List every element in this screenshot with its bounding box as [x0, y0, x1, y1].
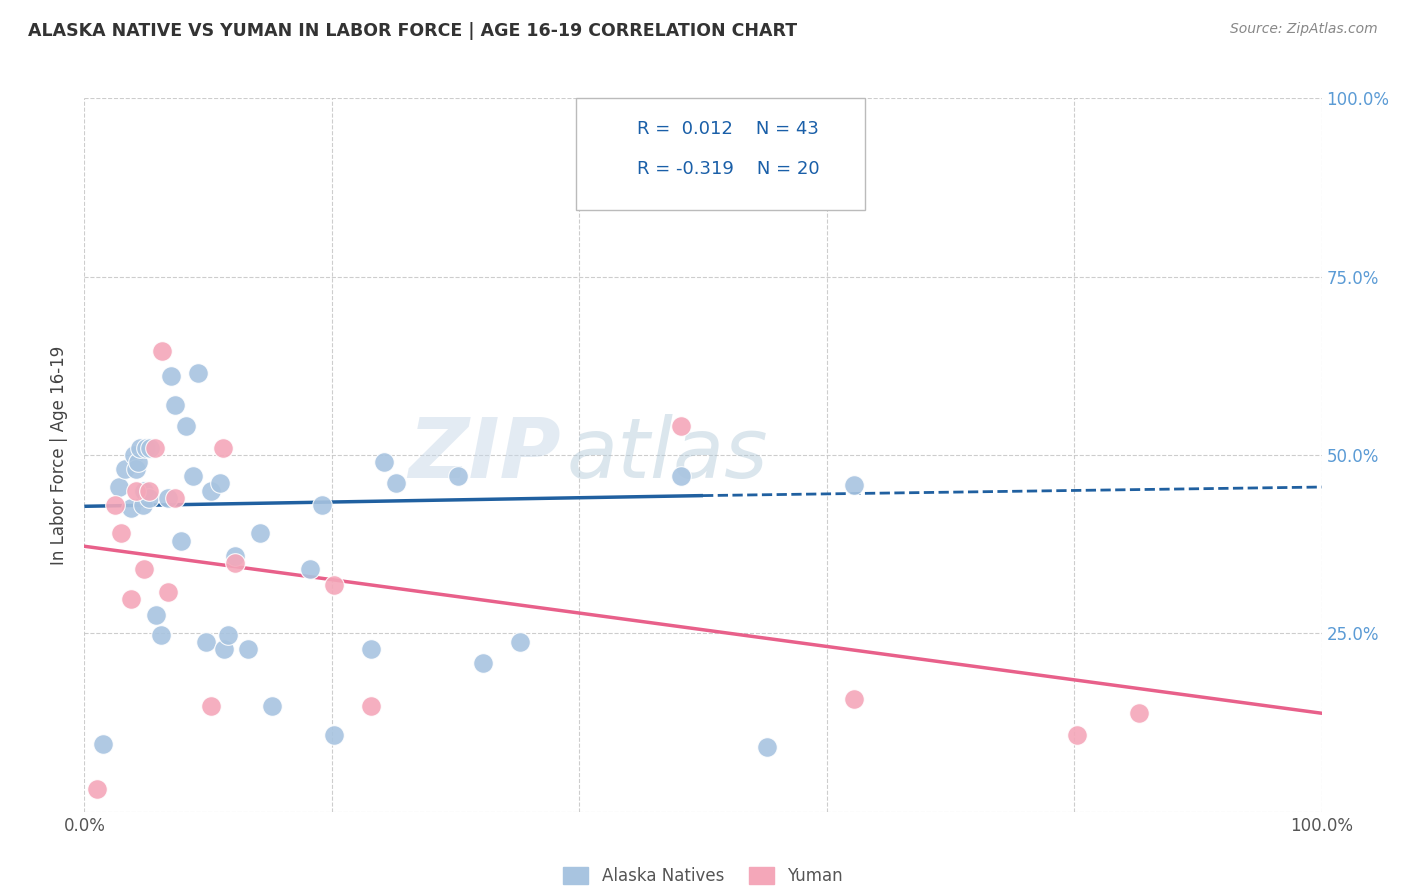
Point	[1066, 728, 1088, 742]
Point	[170, 533, 193, 548]
Point	[212, 441, 235, 455]
Point	[181, 469, 204, 483]
Point	[509, 635, 531, 649]
Point	[138, 483, 160, 498]
Text: ALASKA NATIVE VS YUMAN IN LABOR FORCE | AGE 16-19 CORRELATION CHART: ALASKA NATIVE VS YUMAN IN LABOR FORCE | …	[28, 22, 797, 40]
Point	[127, 455, 149, 469]
Point	[842, 478, 865, 492]
Point	[669, 469, 692, 483]
Point	[150, 344, 173, 359]
Point	[174, 419, 197, 434]
Point	[157, 585, 180, 599]
Point	[120, 501, 142, 516]
Legend: Alaska Natives, Yuman: Alaska Natives, Yuman	[564, 867, 842, 886]
Point	[756, 740, 779, 755]
Point	[842, 692, 865, 706]
Point	[86, 781, 108, 796]
Y-axis label: In Labor Force | Age 16-19: In Labor Force | Age 16-19	[51, 345, 69, 565]
Point	[135, 441, 157, 455]
Point	[150, 628, 173, 642]
Point	[138, 491, 160, 505]
Point	[311, 498, 333, 512]
Point	[298, 562, 321, 576]
Text: atlas: atlas	[567, 415, 769, 495]
Point	[160, 369, 183, 384]
Point	[120, 592, 142, 607]
Point	[249, 526, 271, 541]
Point	[1128, 706, 1150, 721]
Point	[91, 737, 114, 751]
Point	[236, 642, 259, 657]
Point	[200, 699, 222, 714]
Text: R = -0.319    N = 20: R = -0.319 N = 20	[637, 161, 820, 178]
Point	[129, 441, 152, 455]
Point	[323, 578, 346, 592]
Point	[212, 642, 235, 657]
Point	[163, 491, 186, 505]
Point	[157, 491, 180, 505]
Point	[163, 398, 186, 412]
Point	[114, 462, 136, 476]
Point	[447, 469, 470, 483]
Point	[471, 657, 494, 671]
Point	[125, 462, 148, 476]
Point	[209, 476, 232, 491]
Point	[360, 642, 382, 657]
Point	[110, 526, 132, 541]
Point	[385, 476, 408, 491]
Point	[122, 448, 145, 462]
Point	[187, 366, 209, 380]
Point	[145, 608, 167, 623]
Point	[194, 635, 217, 649]
Text: R =  0.012    N = 43: R = 0.012 N = 43	[637, 120, 818, 138]
Point	[132, 483, 155, 498]
Point	[125, 483, 148, 498]
Point	[224, 549, 246, 564]
Point	[200, 483, 222, 498]
Point	[104, 498, 127, 512]
Point	[139, 441, 162, 455]
Point	[143, 441, 166, 455]
Point	[108, 480, 131, 494]
Point	[360, 699, 382, 714]
Text: Source: ZipAtlas.com: Source: ZipAtlas.com	[1230, 22, 1378, 37]
Point	[373, 455, 395, 469]
Point	[262, 699, 284, 714]
Point	[217, 628, 239, 642]
Point	[323, 728, 346, 742]
Point	[224, 557, 246, 571]
Text: ZIP: ZIP	[408, 415, 561, 495]
Point	[132, 562, 155, 576]
Point	[131, 498, 153, 512]
Point	[669, 419, 692, 434]
